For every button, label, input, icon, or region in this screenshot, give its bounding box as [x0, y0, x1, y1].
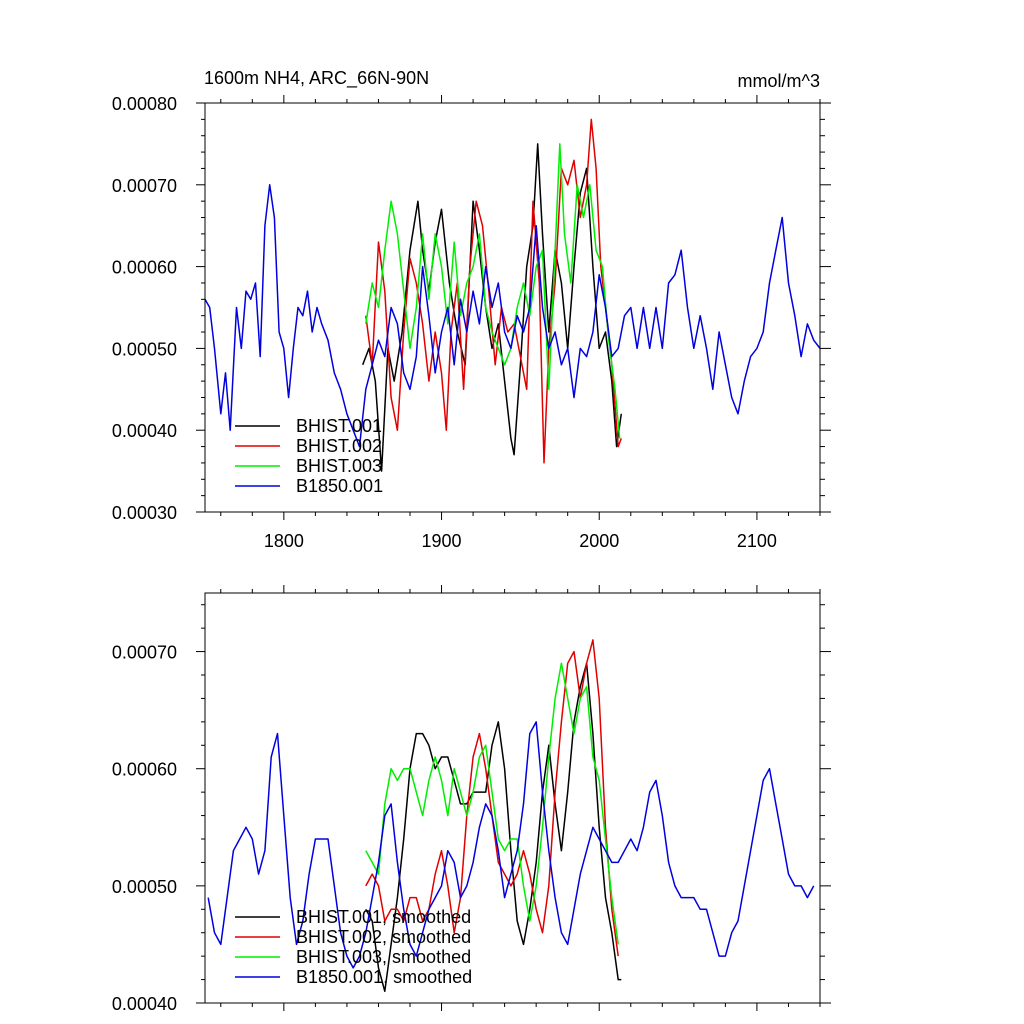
y-tick-label: 0.00040 [112, 421, 177, 441]
axes-bottom: 0.00040 0.00050 0.00060 0.00070 [112, 585, 831, 1014]
legend-label-4: B1850.001, smoothed [296, 967, 472, 987]
y-tick-label: 0.00040 [112, 994, 177, 1014]
plot-area-bottom [207, 639, 815, 993]
x-tick-label: 2100 [737, 531, 777, 551]
series-line-2 [365, 118, 623, 464]
x-tick-label: 2000 [579, 531, 619, 551]
legend-label-1: BHIST.001, smoothed [296, 907, 471, 927]
series-line-4 [207, 721, 815, 969]
series-line-1 [361, 143, 623, 472]
series-line-1 [365, 662, 622, 993]
legend-label-3: BHIST.003, smoothed [296, 947, 471, 967]
series-line-4 [205, 184, 820, 448]
plot-frame [204, 102, 821, 513]
top-panel: 1600m NH4, ARC_66N-90N mmol/m^3 1800 1900… [112, 68, 831, 551]
x-tick-label: 1800 [264, 531, 304, 551]
y-tick-label: 0.00050 [112, 339, 177, 359]
units-label: mmol/m^3 [738, 71, 820, 91]
y-tick-label: 0.00030 [112, 503, 177, 523]
legend-label-4: B1850.001 [296, 476, 383, 496]
axes-top: 1800 1900 2000 2100 0.00030 0.00040 0.00050 0.0… [112, 94, 831, 551]
series-line-3 [365, 143, 621, 439]
y-tick-label: 0.00080 [112, 94, 177, 114]
y-tick-label: 0.00070 [112, 643, 177, 663]
legend-label-1: BHIST.001 [296, 416, 382, 436]
y-tick-label: 0.00060 [112, 258, 177, 278]
legend-label-2: BHIST.002 [296, 436, 382, 456]
plot-frame [204, 592, 821, 1004]
chart-title: 1600m NH4, ARC_66N-90N [204, 68, 429, 89]
legend-label-2: BHIST.002, smoothed [296, 927, 471, 947]
y-tick-label: 0.00050 [112, 877, 177, 897]
bottom-panel: 0.00040 0.00050 0.00060 0.00070 BHIST.001, … [112, 585, 831, 1014]
x-tick-label: 1900 [422, 531, 462, 551]
legend-label-3: BHIST.003 [296, 456, 382, 476]
plot-area-top [205, 118, 820, 472]
y-tick-label: 0.00060 [112, 760, 177, 780]
y-tick-label: 0.00070 [112, 176, 177, 196]
series-line-3 [365, 662, 619, 945]
